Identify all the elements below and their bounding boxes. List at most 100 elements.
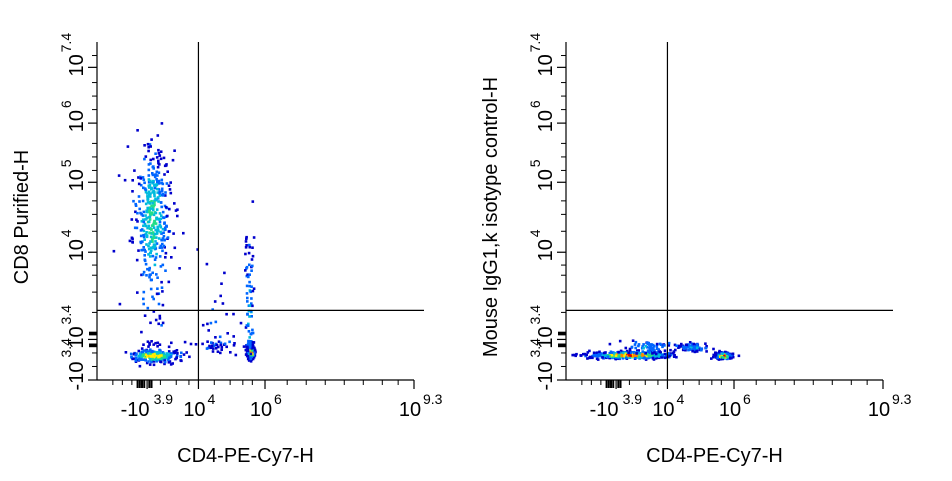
event-dot (149, 348, 152, 351)
event-dot (657, 352, 661, 356)
event-dot (251, 341, 255, 344)
plot-panel-2: -10 3.9 10 4 10 6 10 9.3-103.4103.4104105106107… (480, 33, 912, 467)
event-dot (149, 158, 152, 162)
event-dot (155, 183, 159, 186)
event-dot (148, 363, 152, 366)
event-dot (152, 226, 156, 229)
event-dot (641, 350, 644, 353)
event-dot (251, 289, 255, 293)
event-dot (133, 226, 137, 230)
event-dot (180, 351, 183, 355)
event-dot (174, 349, 177, 353)
event-dot (144, 155, 148, 158)
event-dot (248, 273, 251, 276)
event-dot (152, 167, 155, 170)
event-dot (137, 195, 141, 198)
event-dot (717, 354, 720, 358)
event-dot (220, 282, 223, 285)
event-dot (724, 352, 727, 356)
event-dot (158, 223, 162, 227)
event-dot (151, 357, 154, 361)
x-tick-label: -10 (121, 399, 150, 421)
event-dot (155, 356, 159, 360)
event-dot (661, 345, 664, 349)
event-dot (695, 343, 699, 346)
event-dot (147, 253, 150, 256)
event-dot (571, 353, 574, 357)
event-dot (143, 248, 146, 252)
event-dot (160, 280, 163, 284)
event-dot (713, 354, 717, 357)
event-dot (225, 312, 228, 316)
event-dot (648, 345, 652, 349)
event-dot (168, 207, 171, 211)
event-dot (208, 344, 211, 348)
event-dot (154, 184, 157, 187)
event-dot (725, 355, 729, 358)
y-tick-exponent: 3.4 (58, 305, 74, 325)
event-dot (150, 204, 153, 208)
event-dot (153, 201, 156, 204)
event-dot (206, 340, 209, 343)
event-dot (723, 354, 726, 358)
event-dot (161, 263, 165, 267)
event-dot (132, 357, 136, 360)
x-tick-label: 10 (652, 399, 674, 421)
event-dot (140, 273, 143, 277)
event-dot (250, 355, 253, 358)
event-dot (663, 352, 667, 356)
y-tick-label-group: 106 (58, 100, 88, 132)
event-dot (151, 254, 155, 258)
event-dot (583, 352, 587, 356)
event-dot (244, 240, 248, 243)
event-dot (247, 275, 250, 279)
event-dot (151, 271, 154, 275)
event-dot (139, 175, 142, 179)
event-dot (248, 245, 252, 249)
event-dot (602, 351, 606, 355)
event-dot (167, 350, 171, 353)
event-dot (140, 330, 143, 334)
y-tick-label-group: 104 (527, 229, 557, 261)
event-dot (153, 199, 156, 203)
event-dot (167, 230, 171, 233)
event-dot (171, 362, 174, 365)
event-dot (226, 332, 229, 335)
event-dot (148, 266, 151, 270)
event-dot (137, 249, 140, 252)
event-dot (248, 243, 251, 247)
event-dot (152, 236, 156, 240)
event-dot (718, 350, 721, 354)
event-dot (163, 226, 167, 230)
event-dot (158, 190, 162, 194)
event-dot (669, 352, 673, 355)
event-dot (173, 202, 176, 205)
event-dot (131, 241, 134, 244)
event-dot (627, 351, 630, 354)
event-dot (726, 352, 729, 355)
event-dot (129, 352, 133, 356)
event-dot (175, 356, 178, 359)
event-dot (641, 345, 644, 348)
y-tick-label: 10 (535, 110, 557, 132)
event-dot (618, 339, 622, 343)
event-dot (248, 340, 252, 343)
event-dot (154, 341, 157, 345)
event-dot (157, 151, 161, 155)
event-dot (155, 170, 159, 174)
event-dot (144, 224, 148, 228)
event-dot (174, 209, 178, 212)
event-dot (673, 343, 677, 347)
event-dot (630, 346, 634, 349)
event-dot (176, 214, 179, 218)
event-dot (207, 329, 210, 332)
event-dot (245, 345, 248, 349)
event-dot (157, 355, 160, 359)
event-dot (182, 353, 186, 356)
event-dot (644, 356, 647, 359)
event-dot (154, 228, 157, 232)
event-dot (149, 235, 153, 239)
event-dot (250, 285, 253, 288)
event-dot (244, 246, 248, 249)
